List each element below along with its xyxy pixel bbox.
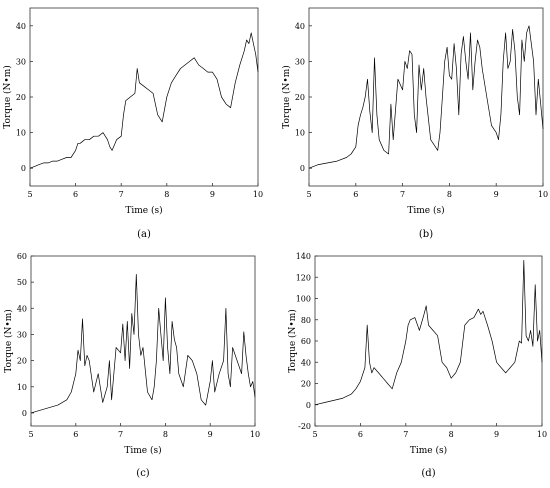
panel-b-x-tick-label: 8 bbox=[447, 190, 452, 199]
panel-a-y-tick-label: 0 bbox=[21, 164, 26, 173]
panel-c-x-tick-label: 9 bbox=[208, 430, 213, 439]
panel-b-y-tick-label: 10 bbox=[295, 129, 305, 138]
panel-c-x-tick-label: 8 bbox=[163, 430, 168, 439]
panel-b-x-tick-label: 10 bbox=[538, 190, 548, 199]
panel-c-x-axis-label: Time (s) bbox=[124, 445, 161, 456]
panel-c-x-tick-label: 7 bbox=[118, 430, 123, 439]
panel-d-y-tick-label: 100 bbox=[296, 295, 311, 304]
panel-a-y-tick-label: 30 bbox=[16, 57, 26, 66]
panel-b-x-tick-label: 6 bbox=[353, 190, 358, 199]
panel-b-x-tick-label: 9 bbox=[494, 190, 499, 199]
panel-d-x-axis-label: Time (s) bbox=[410, 445, 447, 456]
panel-a-x-tick-label: 8 bbox=[164, 190, 169, 199]
panel-c-plot-frame bbox=[30, 255, 256, 427]
panel-c-y-tick-label: 0 bbox=[22, 409, 27, 418]
panel-d-x-tick-label: 10 bbox=[537, 430, 547, 439]
panel-b-y-axis-label: Torque (N•m) bbox=[281, 65, 292, 129]
panel-a-torque-line bbox=[29, 32, 259, 169]
panel-a-plot-frame bbox=[29, 7, 259, 187]
panel-d-y-tick-label: 40 bbox=[301, 358, 311, 367]
panel-d-y-tick-label: 140 bbox=[296, 252, 311, 261]
panel-d-plot-frame bbox=[314, 255, 543, 427]
panel-d-x-tick-label: 9 bbox=[494, 430, 499, 439]
chart-panel-d: 5 6 7 8 9 10 -20 0 20 40 60 80 100 120 140 Time (s) Torq… bbox=[287, 252, 547, 479]
panel-d-torque-line bbox=[314, 259, 543, 406]
panel-b-y-tick-label: 30 bbox=[295, 57, 305, 66]
panel-c-label: (c) bbox=[136, 468, 150, 479]
panel-b-y-tick-label: 20 bbox=[295, 93, 305, 102]
panel-c-x-tick-label: 5 bbox=[28, 430, 33, 439]
panel-d-x-tick-label: 6 bbox=[358, 430, 363, 439]
panel-c-torque-line bbox=[30, 273, 256, 414]
panel-c-x-tick-label: 10 bbox=[250, 430, 260, 439]
panel-c-y-axis-label: Torque (N•m) bbox=[3, 309, 14, 373]
panel-b-x-tick-label: 7 bbox=[400, 190, 405, 199]
panel-a-x-tick-label: 5 bbox=[27, 190, 32, 199]
panel-a-y-axis-label: Torque (N•m) bbox=[2, 65, 13, 129]
panel-c-x-tick-label: 6 bbox=[73, 430, 78, 439]
panel-a-y-tick-label: 10 bbox=[16, 129, 26, 138]
panel-d-y-tick-label: 0 bbox=[306, 401, 311, 410]
panel-b-torque-line bbox=[308, 25, 544, 169]
chart-panel-c: 5 6 7 8 9 10 0 10 20 30 40 50 60 Time (s) Torque (N•m)… bbox=[3, 252, 260, 479]
panel-b-label: (b) bbox=[419, 229, 433, 240]
panel-a-x-tick-label: 6 bbox=[73, 190, 78, 199]
panel-d-y-tick-label: -20 bbox=[298, 422, 311, 431]
panel-d-y-tick-label: 80 bbox=[301, 316, 311, 325]
panel-a-y-tick-label: 20 bbox=[16, 93, 26, 102]
chart-panel-a: 5 6 7 8 9 10 0 10 20 30 40 Time (s) Torque (N•m) (a) bbox=[2, 7, 263, 240]
panel-c-y-tick-label: 10 bbox=[17, 383, 27, 392]
panel-b-x-tick-label: 5 bbox=[306, 190, 311, 199]
panel-d-x-tick-label: 8 bbox=[449, 430, 454, 439]
panel-b-y-tick-label: 0 bbox=[300, 164, 305, 173]
panel-d-y-tick-label: 20 bbox=[301, 380, 311, 389]
panel-d-x-tick-label: 7 bbox=[403, 430, 408, 439]
panel-d-y-tick-label: 120 bbox=[296, 273, 311, 282]
panel-d-y-axis-label: Torque (N•m) bbox=[287, 309, 298, 373]
panel-d-y-tick-label: 60 bbox=[301, 337, 311, 346]
panel-a-x-tick-label: 10 bbox=[253, 190, 263, 199]
panel-b-y-tick-label: 40 bbox=[295, 22, 305, 31]
panel-a-x-tick-label: 9 bbox=[210, 190, 215, 199]
panel-c-y-tick-label: 50 bbox=[17, 278, 27, 287]
panel-b-x-axis-label: Time (s) bbox=[407, 205, 444, 216]
panel-c-y-tick-label: 60 bbox=[17, 252, 27, 261]
panel-c-y-tick-label: 30 bbox=[17, 330, 27, 339]
panel-c-y-tick-label: 20 bbox=[17, 357, 27, 366]
chart-panel-b: 5 6 7 8 9 10 0 10 20 30 40 Time (s) Torque (N•m) (b) bbox=[281, 7, 548, 240]
panel-c-y-tick-label: 40 bbox=[17, 304, 27, 313]
panel-d-label: (d) bbox=[421, 468, 435, 479]
panel-a-x-axis-label: Time (s) bbox=[125, 205, 162, 216]
panel-a-label: (a) bbox=[137, 229, 151, 240]
panel-a-y-tick-label: 40 bbox=[16, 22, 26, 31]
panel-a-x-tick-label: 7 bbox=[119, 190, 124, 199]
panel-d-x-tick-label: 5 bbox=[312, 430, 317, 439]
